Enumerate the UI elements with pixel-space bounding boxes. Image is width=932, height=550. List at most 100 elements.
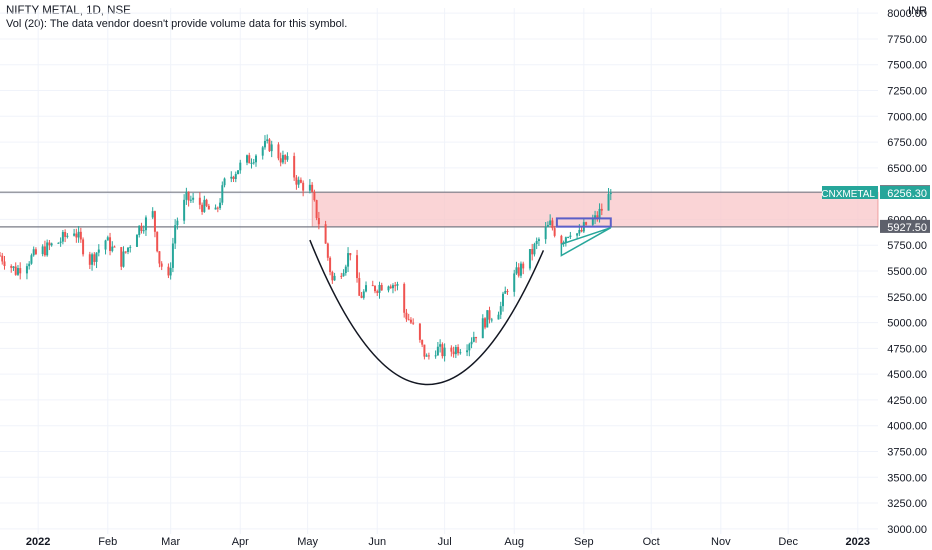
candle-body xyxy=(475,336,478,339)
candle-body xyxy=(3,261,6,267)
candle-body xyxy=(537,239,540,241)
candle-body xyxy=(313,191,316,201)
candle-body xyxy=(297,179,300,185)
candle-body xyxy=(535,240,538,245)
candle-body xyxy=(356,255,359,279)
candle-body xyxy=(284,155,287,160)
candle-body xyxy=(16,268,19,275)
candle-body xyxy=(12,266,15,268)
candle-body xyxy=(239,162,242,171)
candle-body xyxy=(308,184,311,191)
candle-body xyxy=(120,247,123,267)
candle-body xyxy=(203,199,206,212)
candle-body xyxy=(452,351,455,355)
candle-body xyxy=(551,220,554,229)
currency-label: INR xyxy=(908,5,927,17)
candle-body xyxy=(472,336,475,342)
candle-body xyxy=(553,228,556,236)
candle-body xyxy=(216,207,219,209)
candle-body xyxy=(106,237,109,241)
y-tick-label: 7750.00 xyxy=(887,34,927,46)
candle-body xyxy=(342,273,345,277)
candle-body xyxy=(457,347,460,354)
candle-body xyxy=(109,237,112,251)
candle-body xyxy=(174,225,177,244)
candle-body xyxy=(600,208,603,211)
level-badge-label: 5927.50 xyxy=(887,222,927,234)
candle-body xyxy=(88,254,91,265)
candle-body xyxy=(219,202,222,209)
candle-body xyxy=(501,293,504,307)
symbol-tag-label: CNXMETAL xyxy=(821,189,875,200)
candle-body xyxy=(389,286,392,289)
candle-body xyxy=(214,207,217,210)
candle-body xyxy=(185,191,188,200)
candle-body xyxy=(32,249,35,256)
candle-body xyxy=(281,155,284,163)
y-axis: 3000.00 3250.00 3500.00 3750.00 4000.00 4250.… xyxy=(880,5,930,536)
candle-body xyxy=(578,229,581,234)
candle-body xyxy=(349,253,352,256)
level-badge xyxy=(880,219,930,233)
candle-body xyxy=(567,236,570,238)
candle-body xyxy=(46,242,49,256)
candle-body xyxy=(329,257,332,273)
candle-body xyxy=(497,314,500,320)
candle-body xyxy=(347,253,350,267)
candle-body xyxy=(519,263,522,276)
candle-body xyxy=(48,242,51,246)
candle-body xyxy=(522,263,525,269)
candle-body xyxy=(371,285,374,287)
candle-body xyxy=(609,192,612,195)
candle-body xyxy=(317,217,320,225)
candle-body xyxy=(73,233,76,236)
candle-body xyxy=(171,243,174,268)
candle-body xyxy=(270,144,273,152)
candle-body xyxy=(19,268,22,274)
symbol-tag xyxy=(822,185,878,199)
candle-body xyxy=(425,355,428,357)
candle-body xyxy=(61,232,64,242)
candle-body xyxy=(549,220,552,225)
candle-body xyxy=(580,229,583,232)
candle-body xyxy=(28,263,31,267)
handle-rectangle xyxy=(555,217,612,228)
y-tick-label: 7500.00 xyxy=(887,60,927,72)
y-tick-label: 5500.00 xyxy=(887,266,927,278)
candle-body xyxy=(50,243,53,246)
candle-body xyxy=(82,239,85,255)
candle-body xyxy=(443,347,446,357)
candle-body xyxy=(142,230,145,232)
candle-body xyxy=(528,249,531,269)
candle-body xyxy=(151,211,154,218)
x-tick-label: 2022 xyxy=(26,536,50,548)
candle-body xyxy=(97,249,100,253)
candle-body xyxy=(333,275,336,281)
candle-body xyxy=(207,205,210,210)
candle-body xyxy=(124,251,127,253)
x-tick-label: Nov xyxy=(711,536,731,548)
x-axis: 2022 Feb Mar Apr May Jun Jul Aug Sep Oct Nov Dec 202… xyxy=(26,536,870,548)
x-tick-label: May xyxy=(297,536,318,548)
candle-body xyxy=(167,266,170,276)
candle-body xyxy=(252,162,255,164)
grid-layer xyxy=(0,8,878,534)
candle-body xyxy=(79,231,82,240)
candle-body xyxy=(387,286,390,291)
candle-body xyxy=(591,218,594,225)
candle-body xyxy=(560,235,563,244)
candle-body xyxy=(111,246,114,251)
y-tick-label: 3750.00 xyxy=(887,446,927,458)
candle-body xyxy=(75,233,78,238)
y-tick-label: 7000.00 xyxy=(887,111,927,123)
y-tick-label: 3500.00 xyxy=(887,472,927,484)
candle-body xyxy=(246,155,249,163)
candle-body xyxy=(544,227,547,240)
candle-body xyxy=(234,174,237,180)
candle-body xyxy=(533,244,536,255)
candle-body xyxy=(192,197,195,200)
candle-body xyxy=(59,241,62,243)
candle-body xyxy=(376,291,379,293)
candle-body xyxy=(250,162,253,164)
